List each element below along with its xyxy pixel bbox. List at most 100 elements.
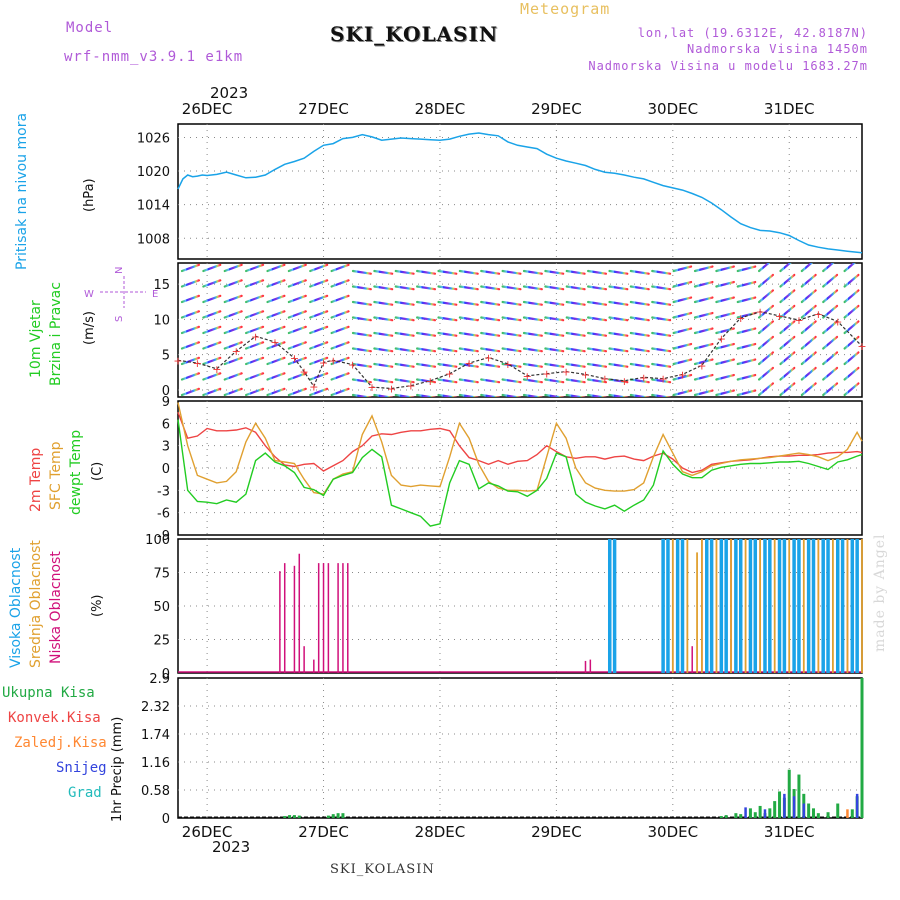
total-precip-bar <box>326 815 330 818</box>
wind-arrow <box>565 347 586 353</box>
wind-arrow <box>330 325 350 335</box>
wind-speed-marker: + <box>639 371 648 384</box>
high-cloud-bar <box>675 539 680 673</box>
cloud-axis-title-2: Srednja Oblacnost <box>28 540 44 668</box>
wind-arrow <box>672 373 693 381</box>
wind-arrow <box>736 265 757 273</box>
wind-arrow <box>245 387 265 397</box>
wind-arrow <box>351 269 372 275</box>
mid-cloud-bar <box>831 539 834 673</box>
wind-arrow <box>202 372 222 381</box>
footer-station: SKI_KOLASIN <box>330 862 435 877</box>
total-precip-bar <box>283 816 287 818</box>
wind-arrow <box>180 356 201 366</box>
wind-arrow <box>458 393 479 397</box>
wind-arrow <box>800 382 817 397</box>
wind-arrow <box>672 389 693 397</box>
wind-arrow <box>458 347 479 353</box>
wind-arrow <box>480 316 501 322</box>
wind-arrow <box>693 296 714 304</box>
wind-arrow <box>651 331 672 337</box>
low-cloud-bar <box>279 571 281 673</box>
xtick-top-4: 30DEC <box>648 100 699 118</box>
wind-arrow <box>651 393 671 397</box>
wind-arrow <box>693 327 714 335</box>
total-precip-bar <box>719 816 723 818</box>
wind-arrow <box>800 335 817 350</box>
low-cloud-bar <box>303 646 305 673</box>
wind-arrow <box>843 263 856 273</box>
wind-arrow <box>693 342 714 350</box>
panel-frame-precip <box>177 677 863 819</box>
ytick-cloud-2: 50 <box>153 600 170 615</box>
wind-arrow <box>373 300 394 306</box>
wind-arrow <box>266 356 286 366</box>
wind-arrow <box>608 316 629 322</box>
wind-arrow <box>822 351 839 366</box>
xtick-bottom-0: 26DEC <box>182 823 233 841</box>
wind-arrow <box>608 269 629 275</box>
wind-arrow <box>287 341 307 350</box>
compass-e: E <box>152 289 158 300</box>
ytick-precip-3: 1.74 <box>141 728 170 743</box>
wind-arrow <box>565 362 586 368</box>
wind-arrow <box>501 362 522 368</box>
wind-speed-marker: + <box>300 366 309 379</box>
wind-arrow <box>522 300 543 306</box>
wind-arrow <box>736 296 757 304</box>
wind-arrow <box>522 331 543 337</box>
wind-arrow <box>800 351 817 366</box>
wind-arrow <box>693 311 714 319</box>
ytick-cloud-4: 100 <box>145 533 170 548</box>
wind-arrow <box>822 320 839 335</box>
temp-axis-title: 2m Temp <box>28 447 44 512</box>
wind-arrow <box>501 331 522 337</box>
wind-arrow <box>544 269 565 275</box>
wind-arrow <box>522 285 543 291</box>
wind-arrow <box>522 378 543 384</box>
wind-arrow <box>458 378 479 384</box>
low-cloud-bar <box>342 563 344 673</box>
wind-arrow <box>758 366 774 381</box>
wind-arrow <box>651 300 672 306</box>
ytick-precip-4: 2.32 <box>141 700 170 715</box>
wind-arrow <box>565 378 586 384</box>
wind-arrow <box>437 269 458 275</box>
wind-arrow <box>437 331 458 337</box>
wind-arrow <box>309 294 329 304</box>
wind-arrow <box>758 289 774 304</box>
low-cloud-bar <box>317 563 320 673</box>
wind-arrow <box>330 263 350 273</box>
wind-arrow <box>501 269 522 275</box>
wind-arrow <box>629 347 650 353</box>
wind-arrow <box>309 356 329 366</box>
wind-axis-title-2: Brzina i Pravac <box>48 282 64 386</box>
total-precip-bar <box>297 815 301 818</box>
wind-speed-marker: + <box>173 354 182 367</box>
wind-speed-marker: + <box>445 368 454 381</box>
low-cloud-bar <box>283 563 286 673</box>
wind-arrow <box>587 285 608 291</box>
wind-arrow <box>779 320 796 335</box>
total-precip-bar <box>288 815 292 818</box>
mid-cloud-bar <box>744 539 747 673</box>
frozen-precip-bar <box>846 809 849 818</box>
wind-speed-marker: + <box>406 380 415 393</box>
wind-arrow <box>394 316 415 322</box>
wind-arrow <box>373 269 394 275</box>
high-cloud-bar <box>612 539 617 673</box>
ytick-temperature-3: 0 <box>162 462 170 477</box>
wind-arrow <box>736 389 757 397</box>
wind-arrow <box>608 300 629 306</box>
wind-arrow <box>758 320 774 335</box>
wind-arrow <box>416 316 437 322</box>
wind-arrow <box>266 325 286 335</box>
wind-arrow <box>416 362 437 368</box>
wind-arrow <box>736 342 757 350</box>
high-cloud-bar <box>826 539 830 673</box>
wind-arrow <box>758 263 771 273</box>
high-cloud-bar <box>724 539 728 673</box>
wind-arrow <box>672 311 693 319</box>
wind-speed-marker: + <box>814 308 823 321</box>
wind-arrow <box>822 366 839 381</box>
